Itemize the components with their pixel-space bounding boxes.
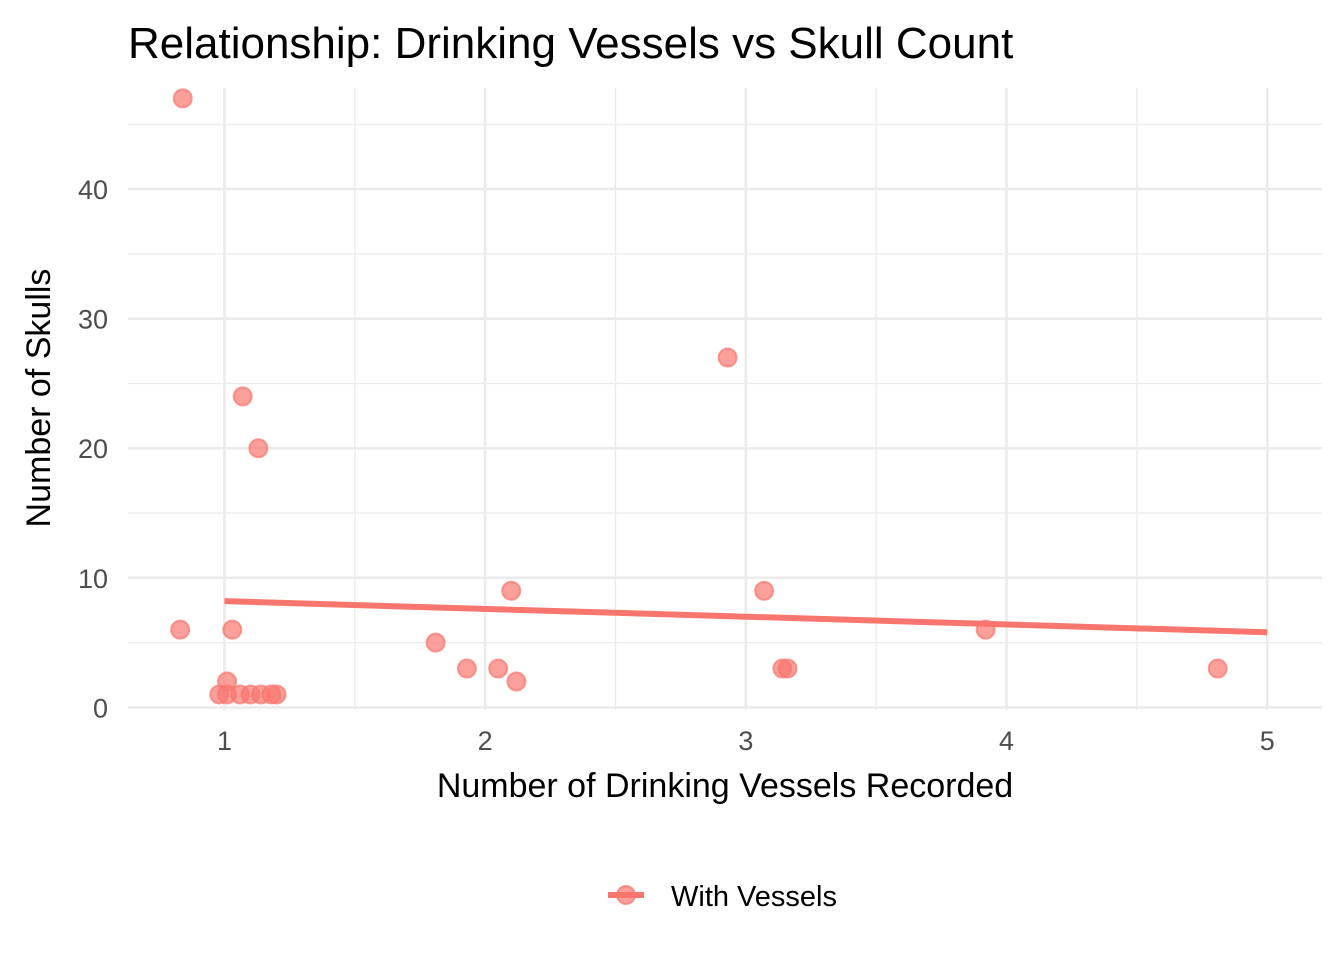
data-point [266,684,287,705]
data-point [172,88,193,109]
legend-label: With Vessels [671,881,837,913]
y-tick-label: 10 [78,564,108,594]
y-tick-label: 20 [78,434,108,464]
y-tick-label: 0 [93,693,108,723]
y-tick-label: 40 [78,175,108,205]
x-tick-label: 4 [999,726,1014,756]
y-tick-label: 30 [78,305,108,335]
x-tick-label: 3 [738,726,753,756]
y-tick-labels: 0 10 20 30 40 [78,175,108,723]
y-axis-title: Number of Skulls [20,269,58,528]
data-point [975,619,996,640]
x-axis-title: Number of Drinking Vessels Recorded [437,767,1013,805]
data-point [232,386,253,407]
data-point [248,438,269,459]
trend-line-layer [224,598,1268,636]
x-tick-labels: 1 2 3 4 5 [217,726,1275,756]
data-point [506,671,527,692]
legend: With Vessels [608,881,837,913]
data-point [1207,658,1228,679]
chart-title: Relationship: Drinking Vessels vs Skull … [128,19,1013,68]
data-point [717,347,738,368]
data-point [222,619,243,640]
x-tick-label: 1 [217,726,232,756]
data-point [754,580,775,601]
x-tick-label: 2 [478,726,493,756]
legend-key-point [616,885,636,905]
x-tick-label: 5 [1260,726,1275,756]
trend-line [224,598,1268,636]
data-point [777,658,798,679]
grid [128,88,1322,710]
data-point [488,658,509,679]
data-point [456,658,477,679]
data-point [425,632,446,653]
data-points [170,88,1228,705]
data-point [170,619,191,640]
data-point [501,580,522,601]
